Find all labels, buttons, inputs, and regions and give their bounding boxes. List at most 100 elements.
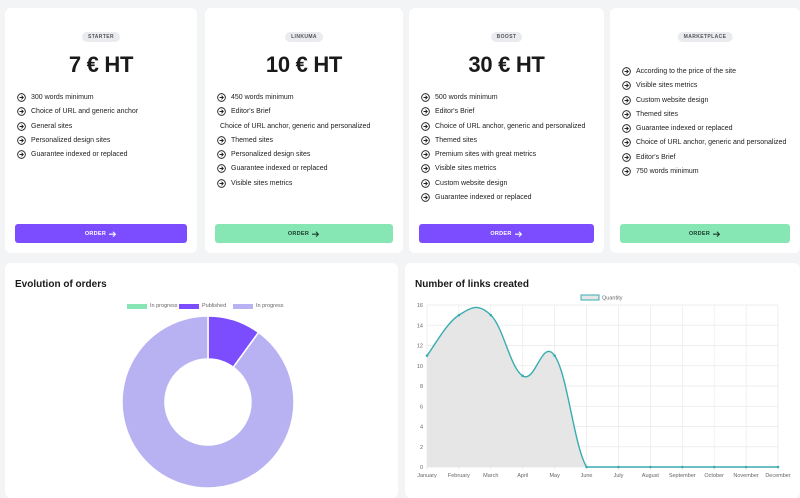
arrow-right-icon (514, 230, 523, 237)
data-point[interactable] (712, 465, 716, 469)
feature-item: 300 words minimum (17, 93, 189, 107)
plan-badge: STARTER (81, 32, 121, 42)
arrow-right-icon (713, 230, 721, 237)
feature-item: General sites (17, 121, 189, 136)
legend-item[interactable]: In progress (233, 303, 284, 309)
arrow-circle-icon (17, 150, 26, 160)
x-tick-label: May (549, 473, 560, 479)
feature-text: 750 words minimum (636, 168, 699, 176)
feature-item: Custom website design (622, 95, 792, 110)
feature-item: Choice of URL anchor, generic and person… (622, 138, 792, 152)
arrow-circle-icon (622, 124, 631, 134)
data-point[interactable] (617, 465, 620, 469)
arrow-circle-icon (217, 178, 226, 188)
y-tick-label: 14 (417, 323, 423, 329)
data-point[interactable] (744, 465, 748, 469)
orders-panel-title: Evolution of orders (15, 279, 107, 290)
y-tick-label: 6 (420, 404, 423, 410)
feature-text: According to the price of the site (636, 68, 736, 75)
data-point[interactable] (521, 374, 525, 378)
order-button[interactable]: ORDER (15, 224, 187, 243)
x-tick-label: March (483, 473, 498, 479)
arrow-circle-icon (622, 152, 631, 162)
feature-text: Guarantee indexed or replaced (435, 194, 532, 202)
feature-item: Editor's Brief (421, 107, 596, 121)
links-line-chart: 0 2 4 6 8 10 12 14 16 January February March April Ma… (417, 294, 791, 479)
data-point[interactable] (776, 465, 780, 469)
x-tick-label: February (448, 473, 470, 479)
y-tick-label: 2 (420, 445, 423, 451)
data-point[interactable] (425, 354, 429, 357)
plan-card-linkuma: LINKUMA 10 € HT 450 words minimum Editor's … (205, 8, 403, 253)
data-point[interactable] (680, 465, 684, 469)
feature-text: Choice of URL anchor, generic and person… (220, 122, 371, 130)
feature-item: Personalized design sites (17, 136, 189, 150)
feature-item: Custom website design (421, 178, 596, 193)
links-panel: Number of links created 0 2 4 6 8 10 12 14 16 Jan… (405, 263, 800, 498)
feature-text: Editor's Brief (636, 153, 676, 161)
feature-text: Guarantee indexed or replaced (636, 125, 733, 133)
data-point[interactable] (585, 465, 588, 469)
y-tick-label: 8 (420, 384, 423, 390)
arrow-circle-icon (421, 93, 430, 102)
feature-text: Visible sites metrics (435, 165, 497, 173)
feature-item: Choice of URL anchor, generic and person… (421, 121, 596, 136)
data-point[interactable] (457, 313, 461, 317)
arrow-circle-icon (217, 136, 226, 145)
x-tick-label: June (581, 473, 593, 479)
data-point[interactable] (649, 465, 652, 469)
legend-label: In progress (256, 303, 284, 309)
legend-swatch (127, 303, 147, 309)
legend-swatch (580, 294, 600, 301)
y-tick-label: 4 (420, 425, 423, 431)
feature-text: Premium sites with great metrics (435, 151, 537, 159)
arrow-circle-icon (217, 164, 226, 174)
plan-badge: LINKUMA (285, 32, 323, 42)
data-point[interactable] (489, 313, 493, 317)
legend-item[interactable]: Published (179, 303, 226, 309)
plan-card-boost: BOOST 30 € HT 500 words minimum Editor's Br… (409, 8, 604, 253)
feature-text: Personalized design sites (231, 151, 311, 159)
arrow-circle-icon (622, 95, 631, 105)
feature-item: Personalized design sites (217, 150, 395, 164)
feature-text: Themed sites (636, 110, 679, 118)
arrow-circle-icon (217, 107, 226, 117)
arrow-circle-icon (17, 107, 26, 117)
feature-text: Choice of URL and generic anchor (31, 108, 139, 116)
order-button[interactable]: ORDER (620, 224, 790, 243)
arrow-circle-icon (421, 164, 430, 174)
feature-item: Themed sites (622, 110, 792, 124)
feature-text: Guarantee indexed or replaced (31, 151, 128, 159)
plan-card-starter: STARTER 7 € HT 300 words minimum Choice of … (5, 8, 197, 253)
plan-card-marketplace: MARKETPLACE According to the price of the… (610, 8, 800, 253)
legend-swatch (233, 303, 253, 309)
arrow-circle-icon (421, 107, 430, 117)
x-tick-label: April (517, 473, 528, 479)
feature-item: Guarantee indexed or replaced (622, 124, 792, 138)
arrow-circle-icon (217, 150, 226, 160)
order-button[interactable]: ORDER (419, 224, 594, 243)
arrow-circle-icon (421, 193, 430, 202)
order-button[interactable]: ORDER (215, 224, 393, 243)
feature-item: Visible sites metrics (421, 164, 596, 178)
order-button-label: ORDER (287, 230, 310, 237)
feature-item: Editor's Brief (217, 107, 395, 121)
data-point[interactable] (553, 354, 556, 357)
arrow-circle-icon (421, 178, 430, 188)
x-tick-label: November (733, 473, 759, 479)
arrow-circle-icon (17, 121, 26, 131)
orders-panel: Evolution of orders In progress Published… (5, 263, 398, 498)
feature-text: Themed sites (435, 136, 478, 144)
donut-slice-in-progress[interactable] (121, 315, 295, 489)
feature-item: Guarantee indexed or replaced (17, 150, 189, 164)
y-tick-label: 0 (420, 465, 423, 471)
arrow-circle-icon (421, 121, 430, 131)
legend-item[interactable]: Quantity (580, 294, 623, 302)
feature-text: Choice of URL anchor, generic and person… (435, 122, 586, 130)
feature-text: General sites (31, 122, 73, 130)
feature-item: Visible sites metrics (217, 178, 395, 193)
legend-item[interactable]: In progress (127, 303, 178, 309)
feature-text: Themed sites (231, 136, 274, 144)
x-tick-label: October (704, 473, 724, 479)
feature-list: 300 words minimum Choice of URL and gener… (17, 93, 189, 164)
